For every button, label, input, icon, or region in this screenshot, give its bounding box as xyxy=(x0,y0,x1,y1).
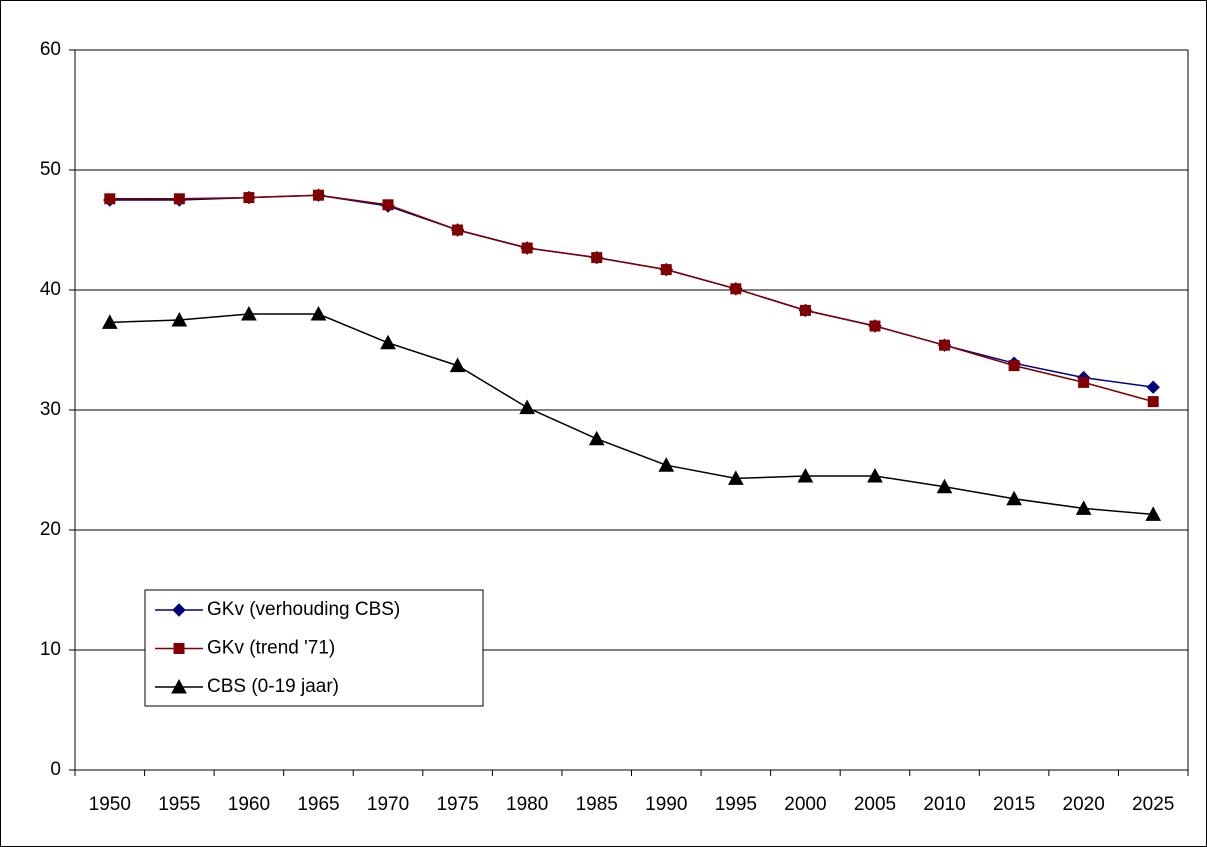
marker xyxy=(588,430,605,446)
marker xyxy=(660,264,672,276)
series-line xyxy=(109,194,1154,403)
marker xyxy=(243,192,255,204)
marker xyxy=(936,478,953,494)
marker xyxy=(101,314,118,329)
marker xyxy=(173,193,185,205)
legend-label: CBS (0-19 jaar) xyxy=(207,676,339,697)
marker xyxy=(519,399,535,415)
marker xyxy=(104,193,116,205)
marker xyxy=(172,603,186,617)
y-tick-label: 0 xyxy=(50,759,61,780)
x-tick-label: 1995 xyxy=(715,794,757,815)
marker xyxy=(658,457,675,472)
y-tick-label: 40 xyxy=(40,279,61,300)
marker xyxy=(1146,380,1160,394)
marker xyxy=(241,305,257,321)
x-tick-label: 2010 xyxy=(923,794,965,815)
y-tick-label: 50 xyxy=(40,159,61,180)
series-line xyxy=(109,313,1154,516)
marker xyxy=(867,467,883,483)
marker xyxy=(591,252,603,264)
x-tick-label: 1975 xyxy=(436,794,478,815)
marker xyxy=(452,224,464,236)
marker xyxy=(1147,396,1159,408)
x-tick-label: 1985 xyxy=(576,794,618,815)
y-tick-label: 60 xyxy=(40,39,61,60)
marker xyxy=(1006,490,1022,506)
x-tick-label: 1970 xyxy=(367,794,409,815)
marker xyxy=(797,467,814,483)
x-tick-label: 1990 xyxy=(645,794,687,815)
x-tick-label: 1960 xyxy=(228,794,270,815)
y-tick-label: 20 xyxy=(40,519,61,540)
x-tick-label: 1950 xyxy=(89,794,131,815)
marker xyxy=(380,334,396,350)
y-tick-label: 30 xyxy=(40,399,61,420)
marker xyxy=(521,242,533,254)
marker xyxy=(1008,360,1020,372)
x-tick-label: 1980 xyxy=(506,794,548,815)
x-tick-label: 1955 xyxy=(158,794,200,815)
marker xyxy=(382,199,394,211)
marker xyxy=(173,643,185,654)
x-tick-label: 2020 xyxy=(1063,794,1105,815)
marker xyxy=(171,678,187,694)
marker xyxy=(799,304,811,316)
x-tick-label: 1965 xyxy=(297,794,339,815)
marker xyxy=(728,470,744,485)
x-tick-label: 2005 xyxy=(854,794,896,815)
marker xyxy=(310,305,327,321)
y-tick-label: 10 xyxy=(40,639,61,660)
marker xyxy=(1078,376,1090,388)
marker xyxy=(730,283,742,295)
x-tick-label: 2025 xyxy=(1132,794,1174,815)
legend-label: GKv (verhouding CBS) xyxy=(207,599,400,620)
marker xyxy=(1145,506,1162,521)
marker xyxy=(171,311,188,327)
marker xyxy=(312,189,324,201)
x-tick-label: 2015 xyxy=(993,794,1035,815)
marker xyxy=(939,339,951,351)
marker xyxy=(449,357,466,373)
marker xyxy=(1075,500,1092,515)
legend-label: GKv (trend '71) xyxy=(207,638,335,659)
x-tick-label: 2000 xyxy=(784,794,826,815)
marker xyxy=(869,320,881,332)
